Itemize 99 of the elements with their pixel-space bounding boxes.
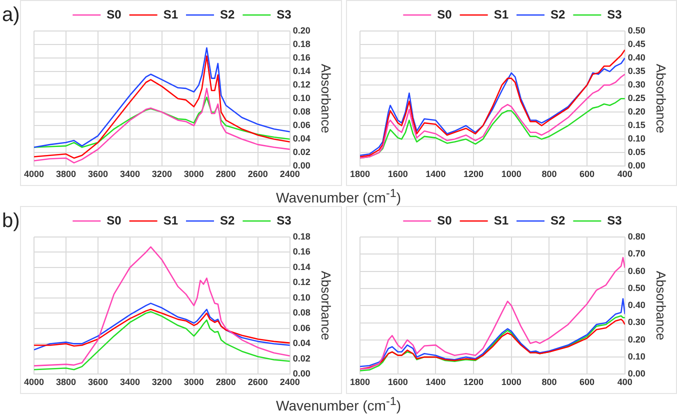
y-tick-label: 0.15	[628, 120, 646, 130]
x-tick-label: 3200	[152, 169, 172, 180]
legend-label: S3	[276, 213, 292, 228]
y-tick-label: 0.18	[292, 39, 310, 50]
x-tick-label: 3400	[120, 169, 140, 180]
legend-label: S3	[607, 7, 622, 22]
y-tick-label: 0.25	[628, 93, 646, 104]
y-tick-label: 0.40	[628, 52, 646, 63]
y-tick-label: 0.20	[628, 106, 646, 117]
y-tick-label: 0.16	[292, 52, 310, 63]
legend-label: S1	[163, 7, 178, 22]
legend-label: S0	[437, 213, 452, 228]
x-tick-label: 3600	[88, 169, 108, 180]
y-tick-label: 0.08	[292, 106, 310, 117]
x-tick-label: 2800	[216, 377, 236, 388]
y-tick-label: 0.60	[628, 266, 646, 276]
y-tick-label: 0.50	[628, 282, 646, 293]
x-tick-label: 1400	[426, 169, 446, 180]
y-tick-label: 0.04	[292, 134, 310, 144]
x-tick-label: 3000	[184, 377, 204, 388]
x-tick-label: 4000	[24, 377, 44, 388]
y-tick-label: 0.30	[628, 317, 646, 328]
y-tick-label: 0.70	[628, 248, 646, 259]
y-tick-label: 0.14	[292, 262, 310, 272]
y-tick-label: 0.18	[292, 231, 310, 242]
x-tick-label: 3200	[152, 377, 172, 388]
x-axis-title: Wavenumber (cm$^{-1}$)	[275, 395, 402, 414]
legend-label: S2	[550, 213, 566, 228]
y-axis-title: Absorbance	[318, 270, 334, 340]
x-tick-label: 3800	[56, 377, 76, 388]
y-tick-label: 0.35	[628, 66, 646, 76]
legend-label: S0	[106, 213, 122, 228]
x-tick-label: 2400	[280, 377, 300, 388]
x-tick-label: 3400	[120, 377, 140, 388]
y-tick-label: 0.00	[628, 160, 646, 171]
x-tick-label: 800	[542, 377, 557, 388]
y-axis-title: Absorbance	[654, 270, 669, 340]
legend-label: S1	[494, 213, 509, 228]
legend-label: S1	[163, 213, 178, 228]
legend-label: S3	[276, 7, 292, 22]
x-tick-label: 1800	[350, 377, 370, 388]
y-tick-label: 0.10	[628, 134, 646, 144]
y-tick-label: 0.04	[292, 338, 310, 348]
x-axis-title: Wavenumber (cm$^{-1}$)	[275, 187, 402, 206]
y-tick-label: 0.30	[628, 80, 646, 90]
x-tick-label: 1000	[501, 377, 522, 388]
x-tick-label: 1400	[426, 377, 446, 388]
legend-label: S2	[550, 7, 566, 22]
x-tick-label: 800	[542, 169, 557, 180]
x-tick-label: 1800	[350, 169, 370, 180]
y-tick-label: 0.12	[292, 80, 310, 90]
text: a)	[2, 4, 20, 27]
x-tick-label: 2600	[248, 377, 268, 388]
y-tick-label: 0.16	[292, 246, 310, 257]
y-tick-label: 0.06	[292, 120, 310, 130]
y-tick-label: 0.00	[292, 368, 310, 379]
y-tick-label: 0.45	[628, 39, 646, 50]
legend-label: S3	[607, 213, 622, 228]
y-tick-label: 0.00	[292, 160, 310, 171]
text: b)	[2, 210, 20, 233]
y-tick-label: 0.14	[292, 66, 310, 76]
y-tick-label: 0.08	[292, 308, 310, 318]
y-tick-label: 0.20	[292, 25, 310, 36]
y-axis-title: Absorbance	[654, 64, 669, 134]
y-axis-title: Absorbance	[318, 64, 334, 134]
y-tick-label: 0.00	[628, 368, 646, 379]
x-tick-label: 400	[617, 169, 632, 180]
x-tick-label: 600	[580, 377, 595, 388]
x-tick-label: 1000	[501, 169, 522, 180]
legend-label: S2	[220, 213, 236, 228]
x-tick-label: 1200	[464, 377, 484, 388]
x-tick-label: 600	[580, 169, 595, 180]
y-tick-label: 0.10	[292, 93, 310, 104]
y-tick-label: 0.12	[292, 277, 310, 288]
y-tick-label: 0.05	[628, 147, 646, 158]
legend-label: S0	[106, 7, 122, 22]
x-tick-label: 2400	[280, 169, 300, 180]
x-tick-label: 1600	[388, 377, 408, 388]
legend-label: S2	[220, 7, 236, 22]
x-tick-label: 1200	[464, 169, 484, 180]
y-tick-label: 0.20	[628, 334, 646, 344]
y-tick-label: 0.10	[628, 352, 646, 362]
y-tick-label: 0.50	[628, 25, 646, 36]
x-tick-label: 2800	[216, 169, 236, 180]
y-tick-label: 0.40	[628, 300, 646, 310]
x-tick-label: 3000	[184, 169, 204, 180]
y-tick-label: 0.10	[292, 292, 310, 302]
legend-label: S0	[437, 7, 452, 22]
y-tick-label: 0.80	[628, 231, 646, 242]
legend-label: S1	[494, 7, 509, 22]
x-tick-label: 4000	[24, 169, 44, 180]
y-tick-label: 0.02	[292, 353, 310, 364]
x-tick-label: 2600	[248, 169, 268, 180]
x-tick-label: 1600	[388, 169, 408, 180]
x-tick-label: 400	[617, 377, 632, 388]
x-tick-label: 3600	[88, 377, 108, 388]
x-tick-label: 3800	[56, 169, 76, 180]
y-tick-label: 0.02	[292, 147, 310, 158]
y-tick-label: 0.06	[292, 322, 310, 333]
